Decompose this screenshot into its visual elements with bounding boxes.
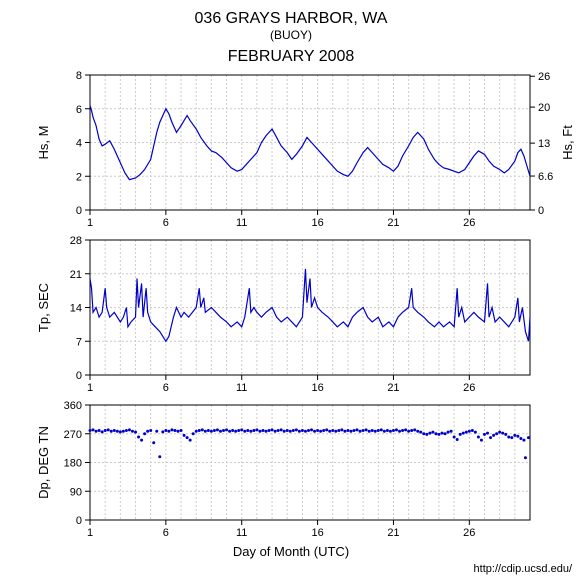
- svg-text:180: 180: [64, 458, 82, 470]
- svg-text:21: 21: [387, 217, 399, 229]
- svg-text:1: 1: [87, 382, 93, 394]
- svg-text:26: 26: [463, 527, 475, 539]
- svg-text:6: 6: [76, 104, 82, 116]
- svg-text:6: 6: [163, 217, 169, 229]
- svg-text:Hs, Ft: Hs, Ft: [560, 125, 575, 160]
- svg-text:26: 26: [463, 382, 475, 394]
- svg-text:21: 21: [387, 382, 399, 394]
- svg-text:1: 1: [87, 527, 93, 539]
- svg-text:270: 270: [64, 429, 82, 441]
- svg-text:8: 8: [76, 70, 82, 82]
- svg-text:0: 0: [76, 205, 82, 217]
- svg-text:Hs, M: Hs, M: [36, 126, 51, 160]
- svg-text:Dp, DEG TN: Dp, DEG TN: [36, 426, 51, 499]
- svg-text:1: 1: [87, 217, 93, 229]
- x-axis-label: Day of Month (UTC): [0, 544, 582, 559]
- svg-text:360: 360: [64, 400, 82, 412]
- svg-text:0: 0: [76, 515, 82, 527]
- svg-text:11: 11: [236, 217, 247, 229]
- svg-text:2: 2: [76, 171, 82, 183]
- svg-text:20: 20: [538, 102, 550, 114]
- svg-text:26: 26: [463, 217, 475, 229]
- svg-text:6: 6: [163, 382, 169, 394]
- svg-text:11: 11: [236, 382, 247, 394]
- chart-month: FEBRUARY 2008: [0, 48, 582, 66]
- svg-text:21: 21: [70, 269, 82, 281]
- svg-text:16: 16: [311, 217, 323, 229]
- svg-text:13: 13: [538, 138, 550, 150]
- station-subtitle: (BUOY): [0, 28, 582, 42]
- svg-text:0: 0: [76, 370, 82, 382]
- svg-text:28: 28: [70, 235, 82, 247]
- source-url: http://cdip.ucsd.edu/: [474, 563, 572, 575]
- svg-text:4: 4: [76, 138, 82, 150]
- chart-area: 0246806.61320261611162126Hs, MHs, Ft0714…: [0, 70, 582, 540]
- svg-text:6.6: 6.6: [538, 171, 553, 183]
- station-title: 036 GRAYS HARBOR, WA: [0, 0, 582, 28]
- svg-text:16: 16: [311, 527, 323, 539]
- svg-text:Tp, SEC: Tp, SEC: [36, 283, 51, 332]
- svg-text:7: 7: [76, 336, 82, 348]
- svg-text:6: 6: [163, 527, 169, 539]
- svg-text:11: 11: [236, 527, 247, 539]
- svg-text:16: 16: [311, 382, 323, 394]
- svg-text:90: 90: [70, 486, 82, 498]
- svg-text:26: 26: [538, 71, 550, 83]
- svg-text:14: 14: [70, 303, 82, 315]
- svg-text:0: 0: [538, 205, 544, 217]
- svg-text:21: 21: [387, 527, 399, 539]
